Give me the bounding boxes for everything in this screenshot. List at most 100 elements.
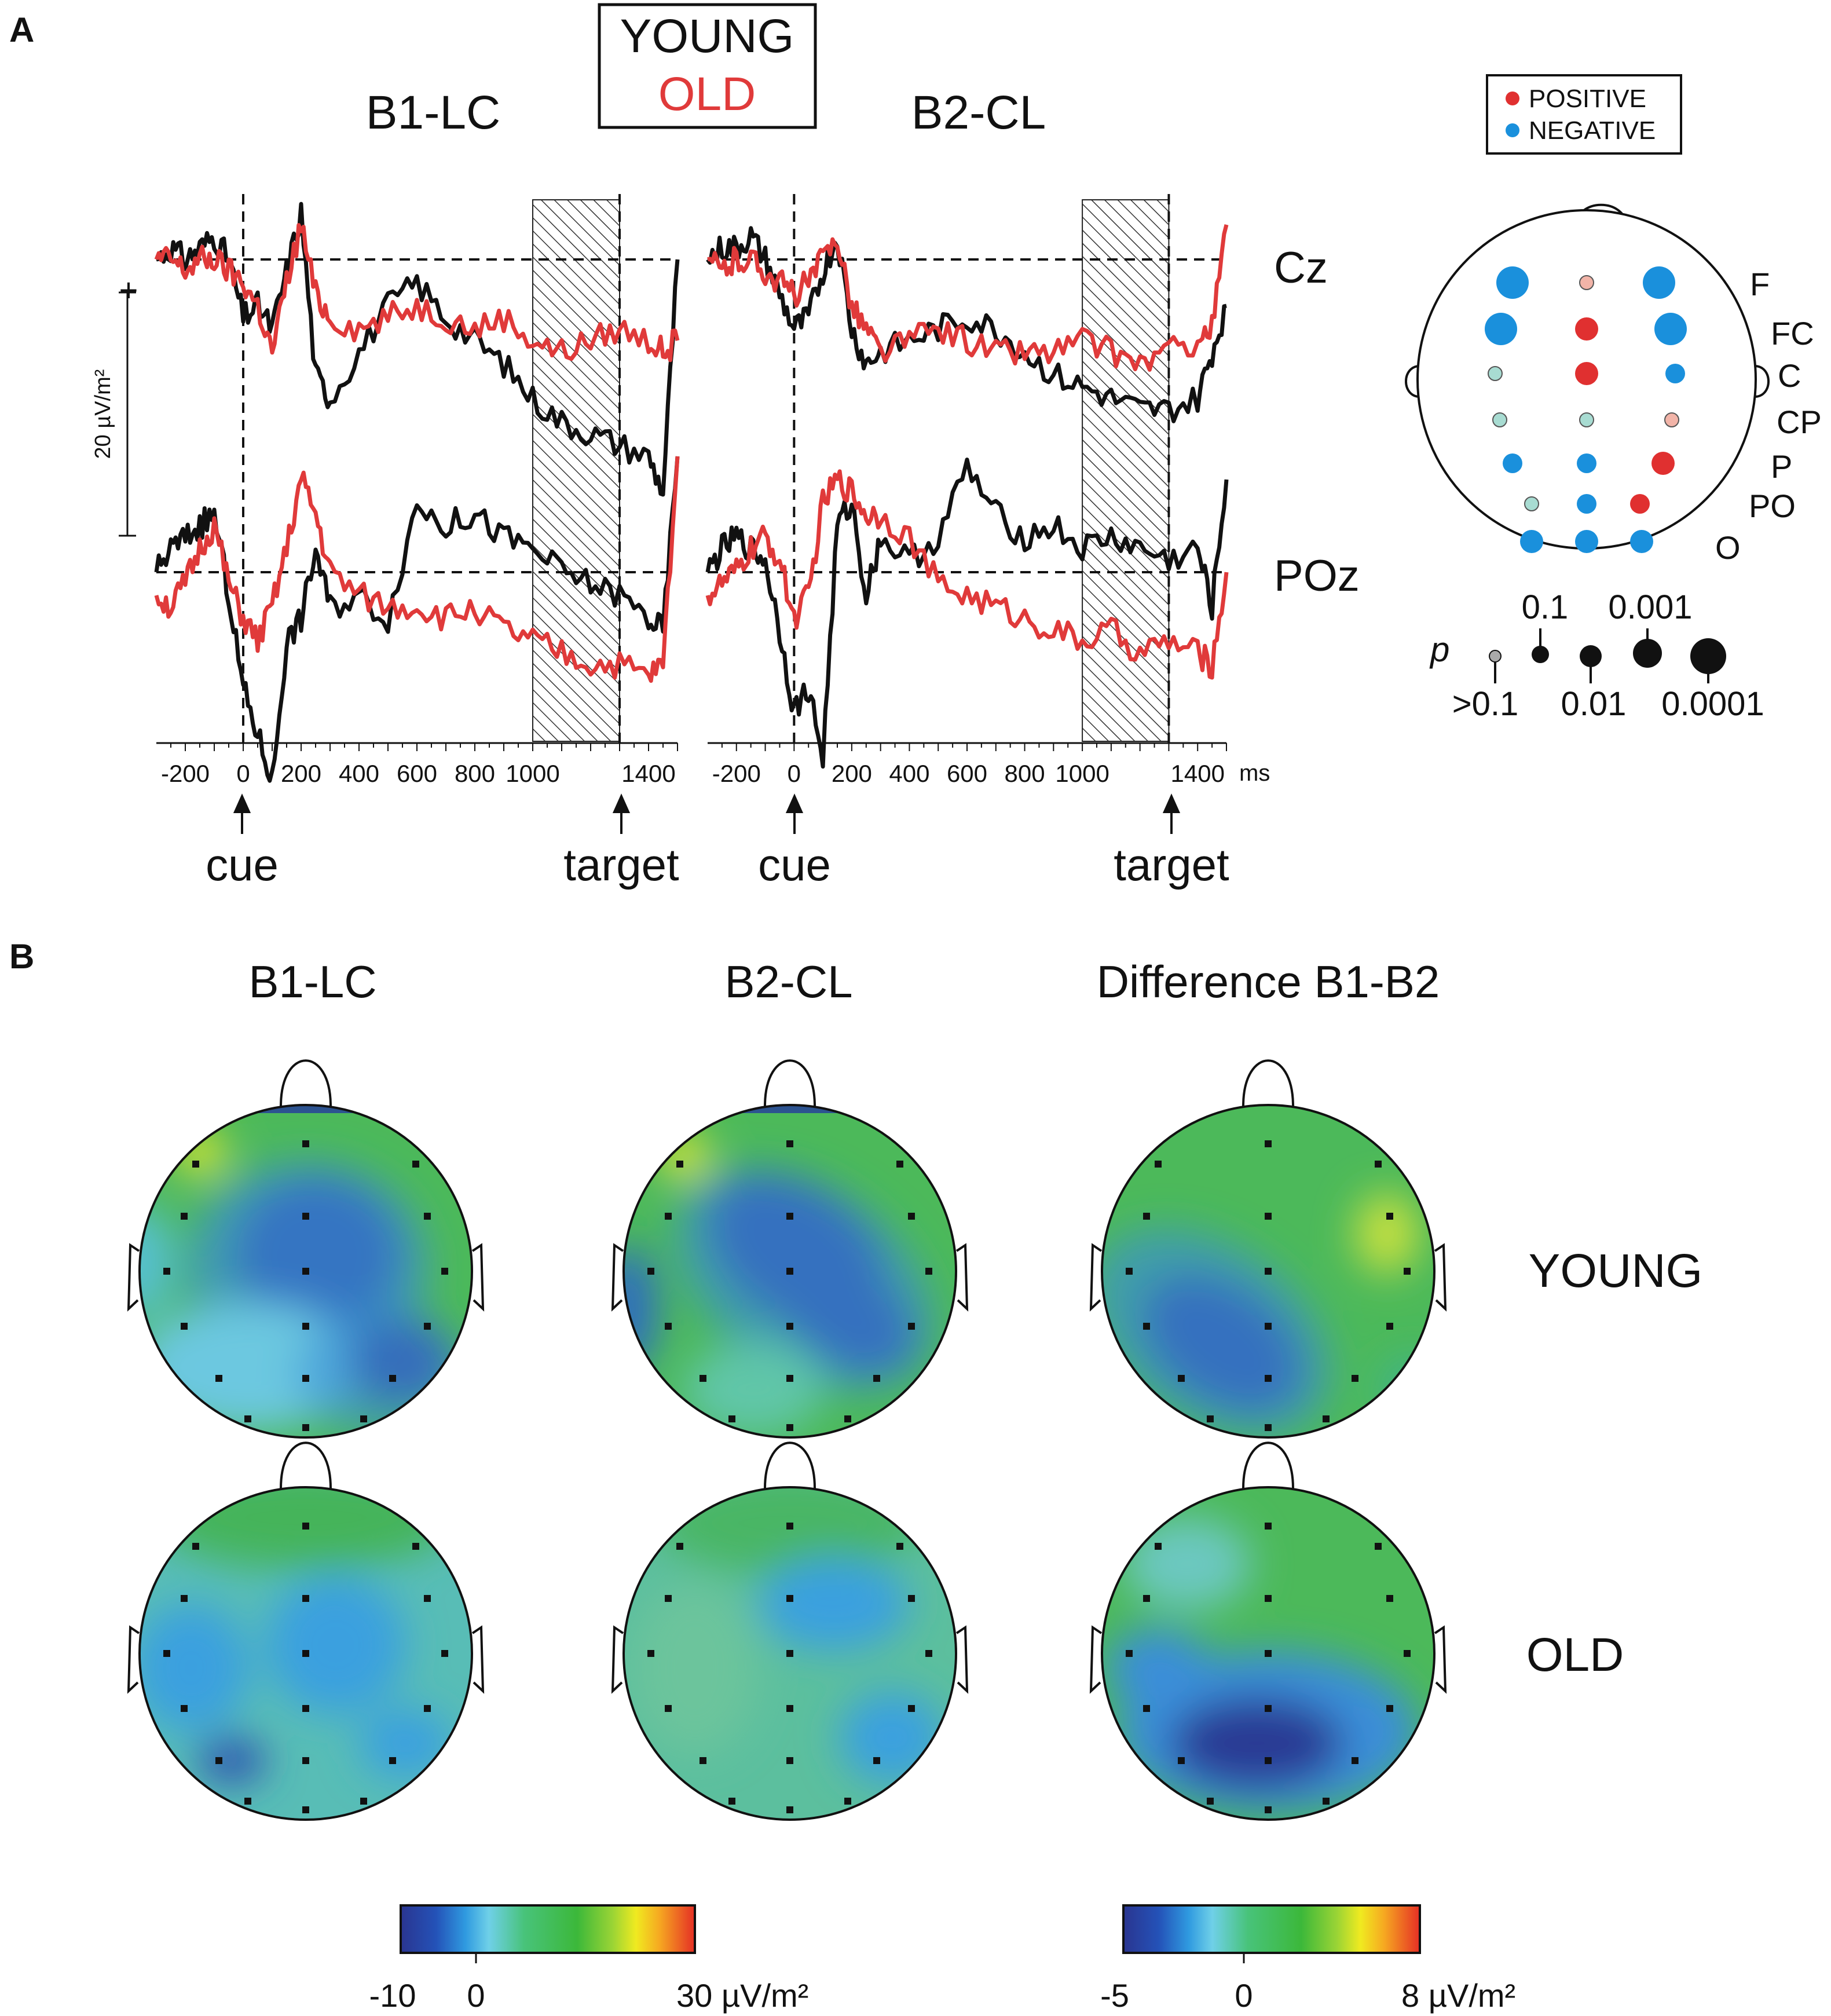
shaded-interval-right xyxy=(1082,199,1170,742)
electrode-marker xyxy=(302,1213,309,1220)
erp-plot-left: -200 0 200 400 600 800 1000 1400 xyxy=(154,194,680,787)
topo-row-label-young: YOUNG xyxy=(1529,1245,1703,1297)
shaded-interval-left xyxy=(532,199,620,742)
colorbar-1: -10 0 30 µV/m² xyxy=(369,1904,808,2014)
electrode-marker xyxy=(163,1268,170,1275)
electrode-marker xyxy=(1375,1543,1382,1550)
electrode-marker xyxy=(1265,1424,1272,1431)
electrode-marker xyxy=(700,1375,706,1382)
trace-left-cz-old xyxy=(154,223,680,363)
electrode-marker xyxy=(786,1650,793,1657)
x-unit-label: ms xyxy=(1239,760,1270,786)
electrode-marker xyxy=(302,1595,309,1602)
sig-dot-po-mid xyxy=(1577,494,1596,514)
p-size-0001 xyxy=(1633,639,1662,668)
colorbar1-min: -10 xyxy=(369,1977,416,2014)
electrode-marker xyxy=(786,1424,793,1431)
electrode-marker xyxy=(1404,1268,1411,1275)
electrode-marker xyxy=(441,1650,448,1657)
target-label-right: target xyxy=(1114,839,1229,890)
topo-col-title-1: B1-LC xyxy=(248,956,376,1007)
electrode-marker xyxy=(1265,1323,1272,1330)
electrode-row-fc: FC xyxy=(1771,315,1814,352)
electrode-marker xyxy=(302,1650,309,1657)
electrode-marker xyxy=(1375,1161,1382,1168)
electrode-marker xyxy=(728,1415,735,1422)
electrode-marker xyxy=(1126,1268,1133,1275)
sig-dot-p-mid xyxy=(1577,453,1596,473)
electrode-marker xyxy=(1352,1757,1358,1764)
x-tick-right-400: 400 xyxy=(889,760,929,787)
electrode-marker xyxy=(786,1323,793,1330)
sig-dot-cp-right xyxy=(1664,412,1679,427)
electrode-marker xyxy=(181,1705,188,1712)
electrode-marker xyxy=(215,1375,222,1382)
colorbar2-max: 8 µV/m² xyxy=(1401,1977,1515,2014)
electrode-marker xyxy=(1386,1705,1393,1712)
sig-dot-cp-mid xyxy=(1579,412,1594,427)
p-size-001 xyxy=(1580,645,1602,667)
x-tick-left--200: -200 xyxy=(161,760,210,787)
p-label-00001: 0.0001 xyxy=(1661,685,1764,723)
p-label-01: 0.1 xyxy=(1522,588,1569,626)
electrode-marker xyxy=(1265,1268,1272,1275)
electrode-marker xyxy=(908,1323,915,1330)
electrode-row-po: PO xyxy=(1749,488,1796,524)
electrode-marker xyxy=(302,1523,309,1530)
electrode-marker xyxy=(181,1213,188,1220)
sig-dot-o-right xyxy=(1630,530,1653,553)
sig-dot-f-mid xyxy=(1579,275,1594,290)
electrode-marker xyxy=(1143,1213,1150,1220)
sig-dot-o-left xyxy=(1520,530,1543,553)
sig-dot-o-mid xyxy=(1575,530,1598,553)
x-tick-left-1400: 1400 xyxy=(621,760,675,787)
colorbar2-zero: 0 xyxy=(1235,1977,1253,2014)
electrode-marker xyxy=(360,1798,367,1805)
x-tick-left-600: 600 xyxy=(397,760,437,787)
topomap-young-b2 xyxy=(611,1059,969,1439)
erp-plot-right: -200 0 200 400 600 800 1000 1400 xyxy=(705,194,1229,787)
sig-dot-fc-right xyxy=(1654,313,1687,345)
electrode-marker xyxy=(1265,1650,1272,1657)
electrode-marker xyxy=(1265,1213,1272,1220)
electrode-marker xyxy=(1265,1375,1272,1382)
electrode-marker xyxy=(244,1798,251,1805)
x-tick-right-1000: 1000 xyxy=(1055,760,1109,787)
electrode-marker xyxy=(786,1806,793,1813)
electrode-marker xyxy=(700,1757,706,1764)
electrode-marker xyxy=(192,1543,199,1550)
electrode-marker xyxy=(786,1213,793,1220)
sig-dot-po-right xyxy=(1630,494,1650,514)
electrode-marker xyxy=(676,1161,683,1168)
electrode-marker xyxy=(1404,1650,1411,1657)
electrode-marker xyxy=(1265,1757,1272,1764)
electrode-marker xyxy=(1265,1140,1272,1147)
electrode-marker xyxy=(1352,1375,1358,1382)
electrode-marker xyxy=(424,1213,431,1220)
legend-young: YOUNG xyxy=(620,10,794,63)
channel-label-cz: Cz xyxy=(1274,243,1328,292)
electrode-row-p: P xyxy=(1771,448,1792,485)
panel-label-b: B xyxy=(9,937,34,976)
electrode-marker xyxy=(424,1705,431,1712)
electrode-row-cp: CP xyxy=(1777,404,1822,440)
cue-label-right: cue xyxy=(758,839,831,890)
electrode-marker xyxy=(181,1595,188,1602)
sig-dot-fc-left xyxy=(1485,313,1517,345)
electrode-marker xyxy=(302,1268,309,1275)
electrode-marker xyxy=(665,1323,672,1330)
electrode-marker xyxy=(786,1705,793,1712)
electrode-marker xyxy=(360,1415,367,1422)
target-label-left: target xyxy=(563,839,679,890)
channel-label-poz: POz xyxy=(1274,551,1360,601)
electrode-marker xyxy=(908,1705,915,1712)
electrode-marker xyxy=(1323,1798,1330,1805)
group-legend: YOUNG OLD xyxy=(598,3,817,129)
topomap-old-b1 xyxy=(127,1441,485,1821)
sig-dot-po-left xyxy=(1524,496,1539,511)
p-label-gt01: >0.1 xyxy=(1452,685,1519,723)
electrode-marker xyxy=(163,1650,170,1657)
electrode-marker xyxy=(302,1375,309,1382)
sig-dot-p-left xyxy=(1503,453,1522,473)
